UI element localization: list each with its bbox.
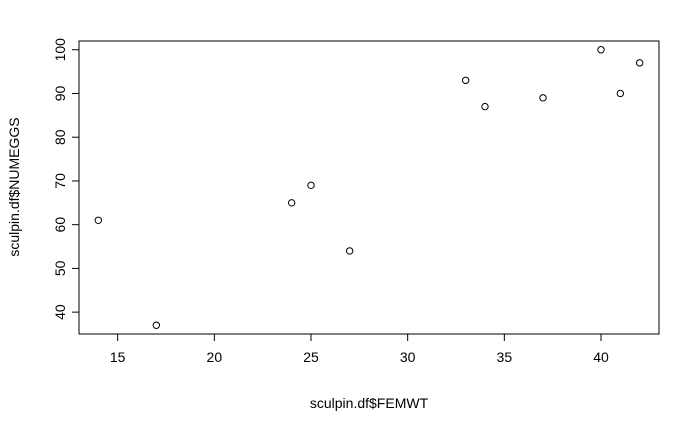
x-tick-label: 20 [207,349,223,365]
data-point [345,247,354,255]
data-point [481,102,489,111]
y-tick-label: 80 [52,129,68,145]
data-point [616,89,625,98]
plot-frame [78,40,660,335]
y-axis-title: sculpin.df$NUMEGGS [6,117,22,256]
y-tick-label: 60 [52,217,68,233]
data-point [287,199,296,207]
data-point [635,59,644,67]
x-axis-title: sculpin.df$FEMWT [310,395,429,411]
y-tick-label: 40 [52,304,68,320]
y-tick-label: 90 [52,85,68,101]
data-points [94,46,644,329]
y-axis: 40 50 60 70 80 90 100 [52,38,79,320]
y-tick-label: 70 [52,173,68,189]
data-point [461,76,470,85]
data-point [94,216,103,224]
data-point [597,46,605,54]
x-tick-label: 35 [497,349,513,365]
x-axis: 15 20 25 30 35 40 [110,334,609,365]
y-tick-label: 50 [52,260,68,276]
x-tick-label: 15 [110,349,126,365]
y-tick-label: 100 [52,38,68,62]
data-point [539,94,547,102]
data-point [152,321,161,329]
x-tick-label: 30 [400,349,416,365]
x-tick-label: 25 [303,349,319,365]
x-tick-label: 40 [593,349,609,365]
data-point [307,181,315,190]
